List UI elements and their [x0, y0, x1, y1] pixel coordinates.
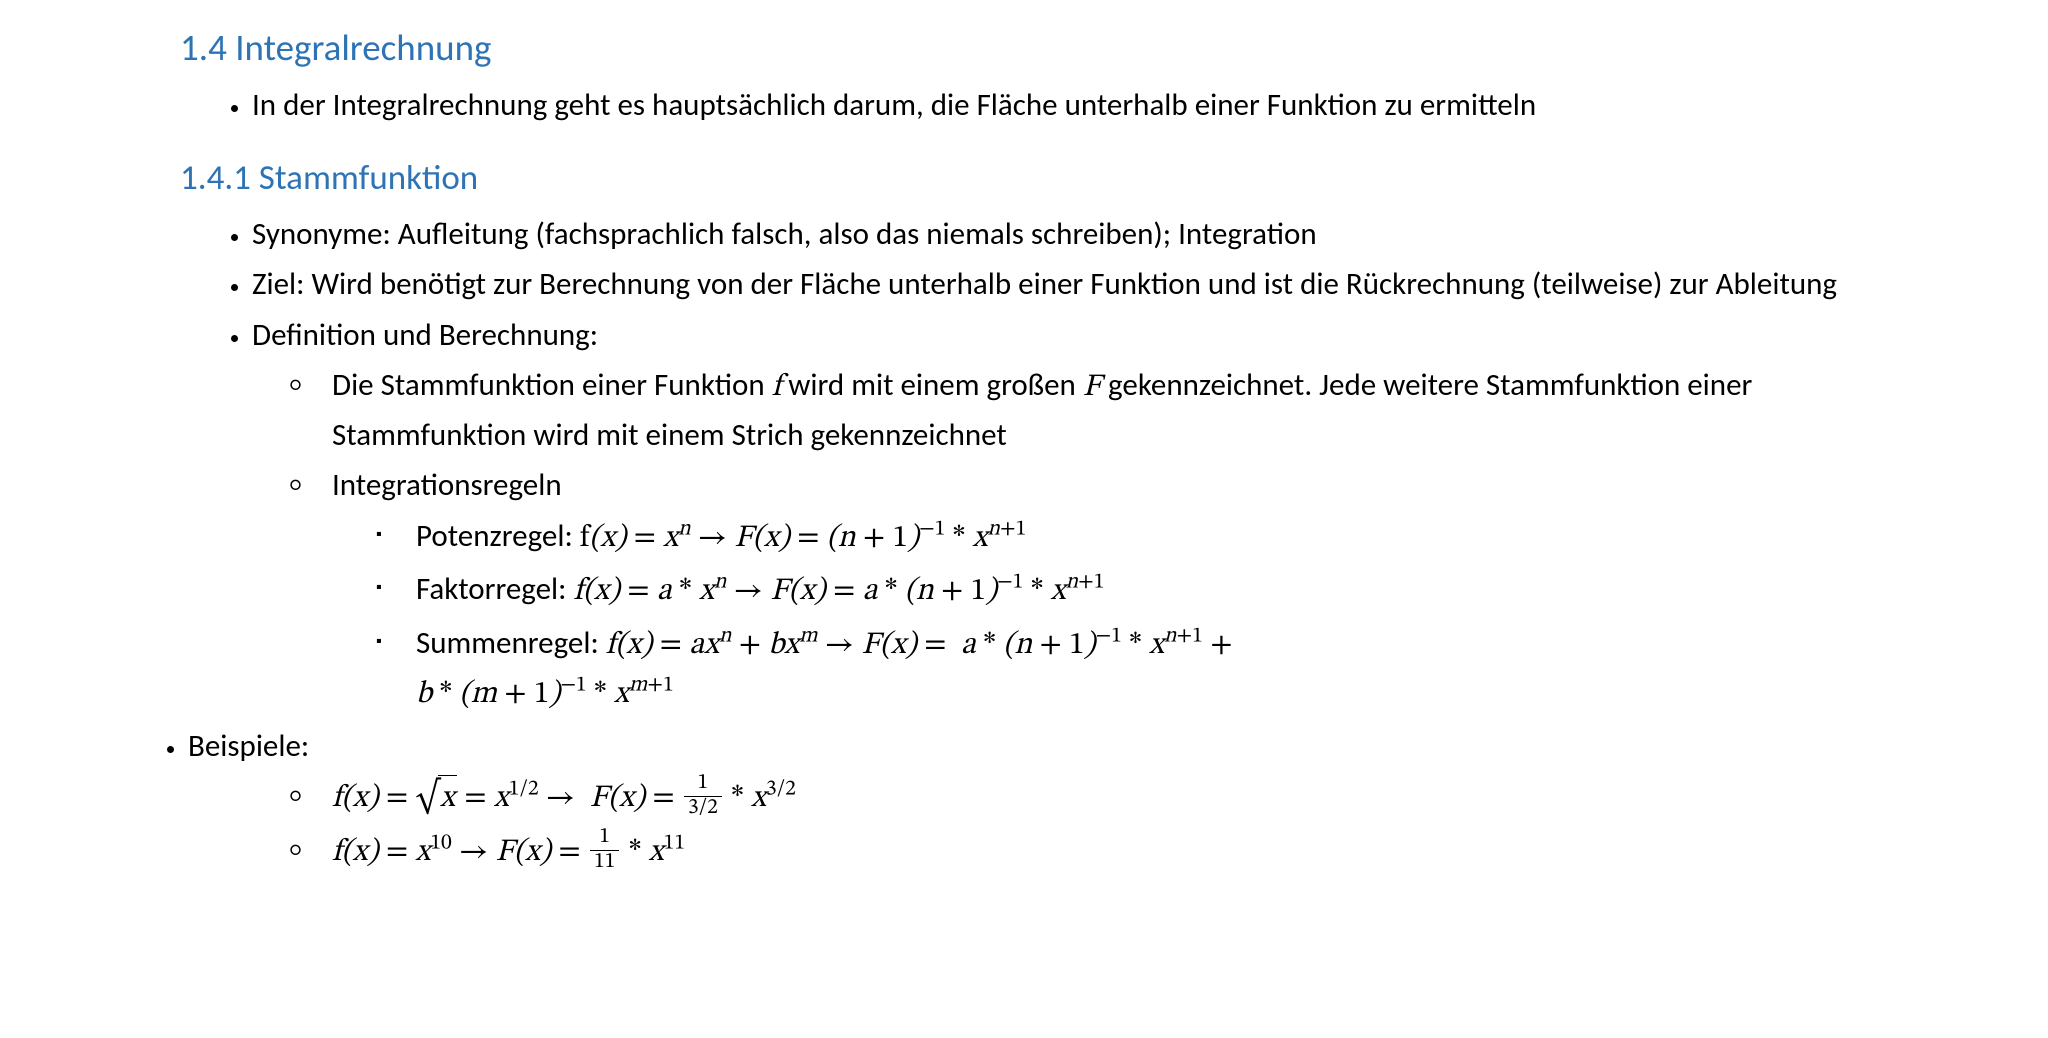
body-text: Beispiele: — [188, 727, 309, 765]
body-text: Ziel: Wird benötigt zur Berechnung von d… — [252, 265, 1837, 303]
fraction-numerator: 1 — [684, 772, 722, 797]
list-item: Beispiele: f(x) = √x = x1/2 → F(x) = 13/… — [188, 723, 1868, 878]
math-expression: f(x) = xn → F(x) = (n + 1)−1 * xn+1 — [580, 523, 1027, 554]
body-text: Integrationsregeln — [332, 466, 562, 504]
list-item: Integrationsregeln Potenzregel: f(x) = x… — [332, 462, 1868, 719]
fraction-denominator: 11 — [590, 851, 619, 875]
body-text: Die Stammfunktion einer Funktion — [332, 366, 772, 404]
math-expression: f(x) = √x = x1/2 → F(x) = 13/2 * x3/2 — [332, 783, 796, 814]
math-symbol: F — [1083, 372, 1101, 403]
exponent: 11 — [664, 833, 685, 855]
list-examples: Beispiele: f(x) = √x = x1/2 → F(x) = 13/… — [136, 723, 1868, 878]
body-text: In der Integralrechnung geht es hauptsäc… — [252, 86, 1536, 124]
math-symbol: f — [772, 372, 782, 403]
exponent: 3/2 — [766, 779, 796, 801]
math-expression: b * (m + 1)−1 * xm+1 — [416, 679, 674, 710]
sublist-examples: f(x) = √x = x1/2 → F(x) = 13/2 * x3/2 f(… — [188, 773, 1868, 877]
heading-1-4-1: 1.4.1 Stammfunktion — [180, 152, 1868, 205]
list-item: f(x) = x10 → F(x) = 111 * x11 — [332, 827, 1868, 877]
document-page: 1.4 Integralrechnung In der Integralrech… — [0, 0, 2048, 1038]
list-item: Summenregel: f(x) = axn + bxm → F(x) = a… — [416, 620, 1868, 719]
list-item: In der Integralrechnung geht es hauptsäc… — [252, 82, 1868, 129]
body-text: wird mit einem großen — [781, 366, 1083, 404]
exponent: 10 — [430, 833, 451, 855]
heading-1-4: 1.4 Integralrechnung — [180, 20, 1868, 76]
body-text: Definition und Berechnung: — [252, 316, 598, 354]
sublist-rules: Potenzregel: f(x) = xn → F(x) = (n + 1)−… — [332, 513, 1868, 719]
rule-label: Summenregel: — [416, 624, 606, 662]
math-expression: f(x) = axn + bxm → F(x) = a * (n + 1)−1 … — [606, 630, 1233, 661]
list-1-4: In der Integralrechnung geht es hauptsäc… — [200, 82, 1868, 129]
rule-label: Potenzregel: — [416, 517, 580, 555]
list-item: Definition und Berechnung: Die Stammfunk… — [252, 312, 1868, 719]
list-item: Potenzregel: f(x) = xn → F(x) = (n + 1)−… — [416, 513, 1868, 563]
rule-label: Faktorregel: — [416, 570, 573, 608]
fraction-denominator: 3/2 — [684, 797, 722, 821]
list-item: Synonyme: Aufleitung (fachsprachlich fal… — [252, 211, 1868, 258]
fraction-numerator: 1 — [590, 826, 619, 851]
list-item: Die Stammfunktion einer Funktion f wird … — [332, 362, 1868, 458]
list-item: Faktorregel: f(x) = a * xn → F(x) = a * … — [416, 566, 1868, 616]
list-item: Ziel: Wird benötigt zur Berechnung von d… — [252, 261, 1868, 308]
math-expression: f(x) = a * xn → F(x) = a * (n + 1)−1 * x… — [573, 576, 1104, 607]
list-1-4-1: Synonyme: Aufleitung (fachsprachlich fal… — [200, 211, 1868, 719]
math-expression: f(x) = x10 → F(x) = 111 * x11 — [332, 837, 685, 868]
body-text: Synonyme: Aufleitung (fachsprachlich fal… — [252, 215, 1317, 253]
sublist-definition: Die Stammfunktion einer Funktion f wird … — [252, 362, 1868, 719]
exponent: 1/2 — [509, 779, 539, 801]
list-item: f(x) = √x = x1/2 → F(x) = 13/2 * x3/2 — [332, 773, 1868, 823]
